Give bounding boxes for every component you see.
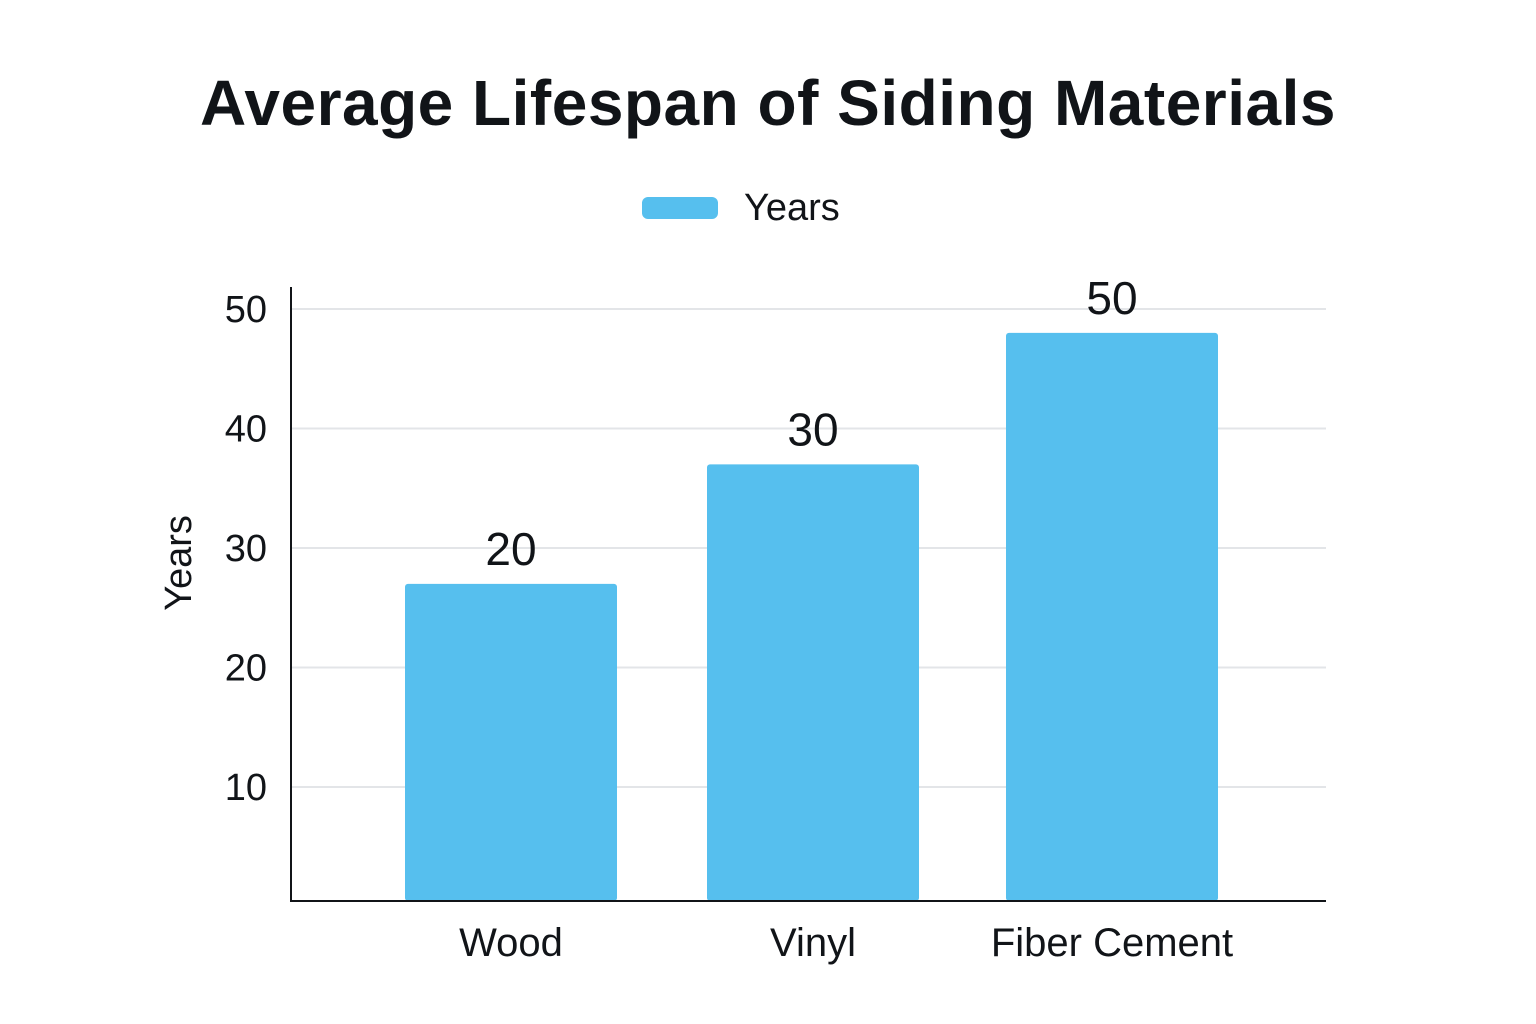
x-tick-label: Fiber Cement: [991, 921, 1233, 965]
bars: [405, 332, 1218, 901]
bar-wood: [405, 583, 617, 901]
y-tick-label: 10: [225, 767, 267, 809]
y-tick-label: 30: [225, 528, 267, 570]
legend: Years: [642, 186, 840, 229]
chart-title: Average Lifespan of Siding Materials: [200, 67, 1336, 139]
y-tick-label: 40: [225, 409, 267, 451]
data-label: 20: [485, 523, 536, 575]
labels: 10 20 30 40 50 20 Wood 30 Vinyl 50 Fiber Cement Yea…: [158, 272, 1233, 965]
y-tick-label: 50: [225, 289, 267, 331]
data-label: 30: [787, 403, 838, 455]
legend-label: Years: [744, 186, 840, 229]
bar-fiber-cement: [1006, 332, 1218, 901]
bar-vinyl: [707, 464, 919, 901]
legend-swatch: [642, 197, 718, 219]
y-axis-title: Years: [158, 515, 200, 611]
y-tick-label: 20: [225, 648, 267, 690]
x-tick-label: Vinyl: [770, 921, 856, 965]
axes: [290, 287, 1326, 902]
data-label: 50: [1086, 272, 1137, 324]
x-tick-label: Wood: [459, 921, 563, 965]
